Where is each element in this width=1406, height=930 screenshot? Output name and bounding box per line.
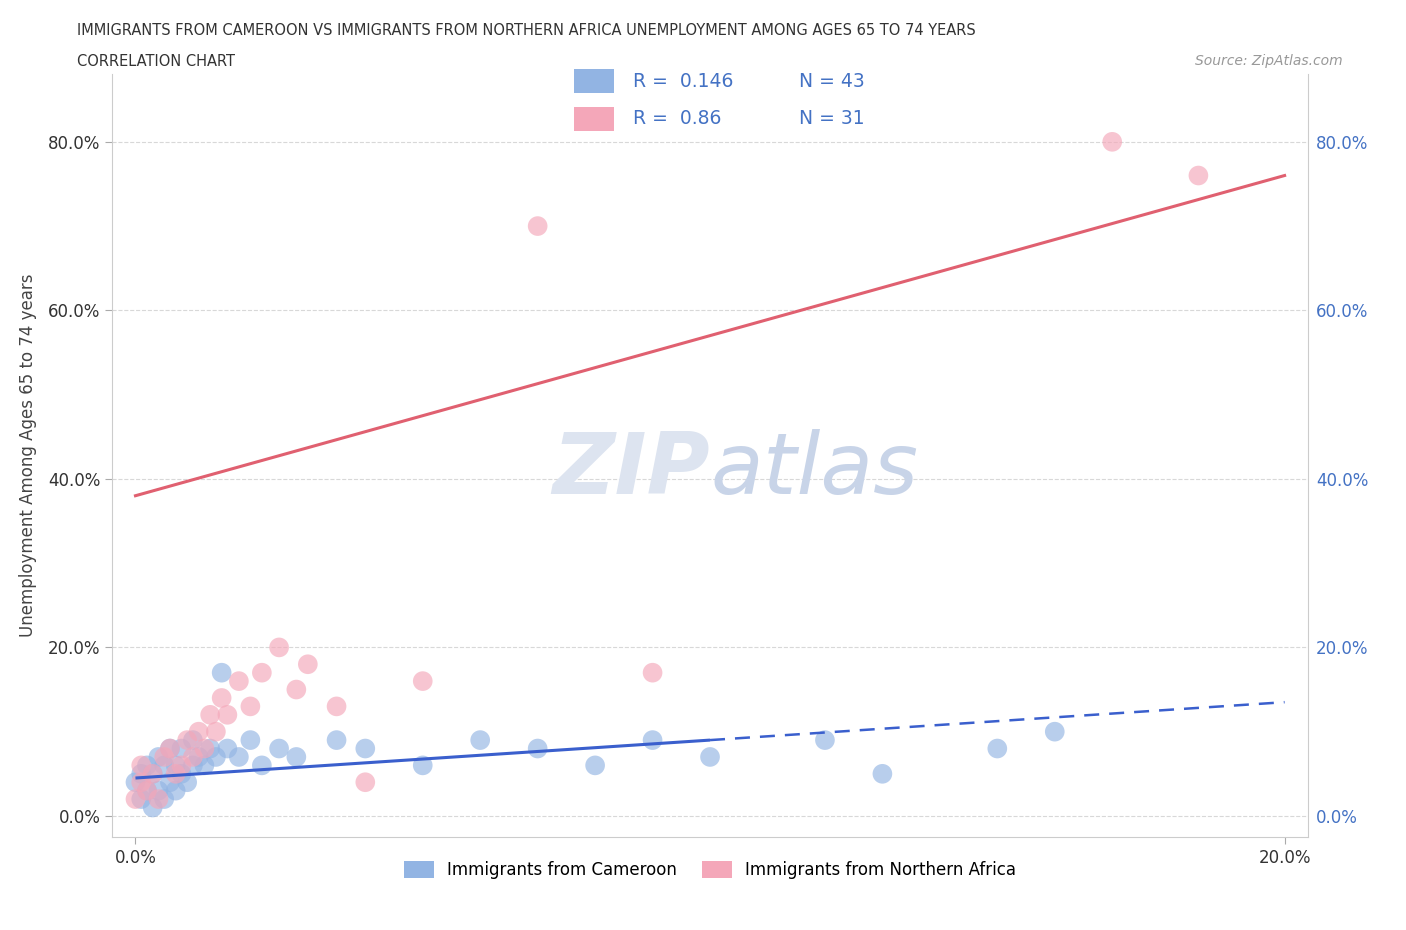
Point xyxy=(198,741,221,756)
Text: R =  0.146: R = 0.146 xyxy=(633,72,734,91)
Point xyxy=(228,673,250,688)
Point xyxy=(142,800,165,815)
Point xyxy=(129,791,152,806)
Point xyxy=(170,741,193,756)
Point xyxy=(165,758,187,773)
Point xyxy=(1101,134,1123,149)
Point xyxy=(217,741,239,756)
Point xyxy=(412,758,434,773)
Point xyxy=(285,750,308,764)
Point xyxy=(159,741,181,756)
Point xyxy=(136,783,159,798)
Text: atlas: atlas xyxy=(710,430,918,512)
Point xyxy=(205,724,228,739)
Point xyxy=(159,775,181,790)
Y-axis label: Unemployment Among Ages 65 to 74 years: Unemployment Among Ages 65 to 74 years xyxy=(20,274,37,637)
Point xyxy=(148,750,170,764)
Point xyxy=(170,766,193,781)
Text: CORRELATION CHART: CORRELATION CHART xyxy=(77,54,235,69)
Point xyxy=(641,665,664,680)
Point xyxy=(986,741,1008,756)
Point xyxy=(198,708,221,723)
Point xyxy=(641,733,664,748)
FancyBboxPatch shape xyxy=(574,69,613,93)
Point xyxy=(470,733,492,748)
Point xyxy=(583,758,606,773)
Point xyxy=(285,682,308,697)
Point xyxy=(153,750,176,764)
Text: IMMIGRANTS FROM CAMEROON VS IMMIGRANTS FROM NORTHERN AFRICA UNEMPLOYMENT AMONG A: IMMIGRANTS FROM CAMEROON VS IMMIGRANTS F… xyxy=(77,23,976,38)
Point xyxy=(170,758,193,773)
Point xyxy=(193,741,215,756)
Point xyxy=(354,741,377,756)
Point xyxy=(148,791,170,806)
Point xyxy=(872,766,894,781)
Point xyxy=(211,690,233,705)
Point xyxy=(250,758,273,773)
Point xyxy=(193,758,215,773)
Point xyxy=(153,758,176,773)
Point xyxy=(325,699,347,714)
Point xyxy=(269,640,291,655)
Point xyxy=(250,665,273,680)
Point xyxy=(129,766,152,781)
Point xyxy=(412,673,434,688)
Point xyxy=(142,766,165,781)
Text: R =  0.86: R = 0.86 xyxy=(633,109,721,128)
Legend: Immigrants from Cameroon, Immigrants from Northern Africa: Immigrants from Cameroon, Immigrants fro… xyxy=(396,855,1024,886)
Point xyxy=(187,724,209,739)
Point xyxy=(526,219,548,233)
Point xyxy=(187,750,209,764)
Point xyxy=(814,733,837,748)
Text: ZIP: ZIP xyxy=(553,430,710,512)
Point xyxy=(124,791,146,806)
Text: Source: ZipAtlas.com: Source: ZipAtlas.com xyxy=(1195,54,1343,68)
Point xyxy=(354,775,377,790)
Point xyxy=(211,665,233,680)
Point xyxy=(136,758,159,773)
Point xyxy=(165,783,187,798)
Point xyxy=(239,699,262,714)
Point xyxy=(205,750,228,764)
Point xyxy=(297,657,319,671)
Point xyxy=(176,733,198,748)
FancyBboxPatch shape xyxy=(574,107,613,131)
Point xyxy=(1187,168,1209,183)
Point xyxy=(269,741,291,756)
Point xyxy=(181,758,204,773)
Point xyxy=(124,775,146,790)
Text: N = 43: N = 43 xyxy=(799,72,865,91)
Point xyxy=(148,783,170,798)
Point xyxy=(699,750,721,764)
Point xyxy=(181,750,204,764)
Point xyxy=(217,708,239,723)
Point xyxy=(165,766,187,781)
Point xyxy=(153,791,176,806)
Point xyxy=(181,733,204,748)
Point xyxy=(239,733,262,748)
Point xyxy=(129,775,152,790)
Point xyxy=(142,766,165,781)
Point xyxy=(129,758,152,773)
Point xyxy=(159,741,181,756)
Point xyxy=(325,733,347,748)
Point xyxy=(526,741,548,756)
Text: N = 31: N = 31 xyxy=(799,109,865,128)
Point xyxy=(1043,724,1066,739)
Point xyxy=(136,783,159,798)
Point xyxy=(176,775,198,790)
Point xyxy=(228,750,250,764)
